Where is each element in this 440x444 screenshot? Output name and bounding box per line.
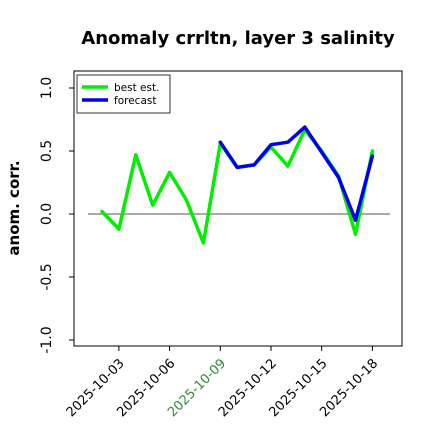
- y-tick-label: 0.0: [39, 203, 55, 225]
- y-tick-label: -1.0: [39, 326, 55, 353]
- plot-area: -1.0-0.50.00.51.02025-10-032025-10-06202…: [39, 71, 402, 420]
- legend-label: best est.: [114, 82, 159, 94]
- series-line-forecast: [220, 127, 372, 220]
- y-axis-label: anom. corr.: [5, 160, 23, 255]
- y-tick-label: 0.5: [39, 140, 55, 162]
- y-tick-label: 1.0: [39, 77, 55, 99]
- y-tick-label: -0.5: [39, 263, 55, 290]
- legend-box: [77, 75, 170, 113]
- series-line-best-estimate: [102, 130, 372, 243]
- chart-title: Anomaly crrltn, layer 3 salinity: [81, 28, 395, 49]
- legend-label: forecast: [114, 95, 156, 107]
